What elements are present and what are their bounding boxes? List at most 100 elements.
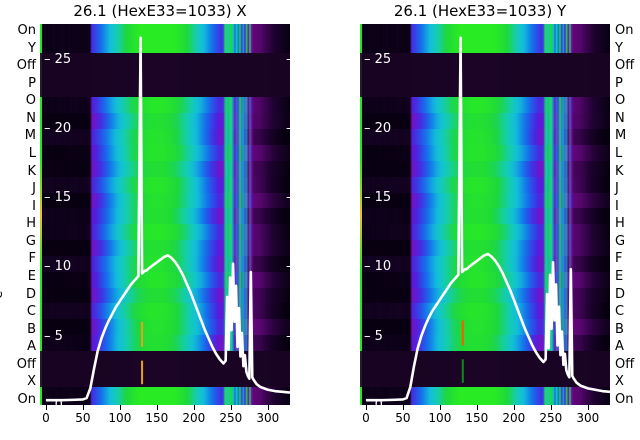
inner-ytick-label: – 15 [364, 191, 391, 204]
category-label: A [27, 340, 36, 353]
category-label: K [615, 165, 624, 178]
category-label: D [615, 288, 625, 301]
inner-ytick-label: – 20 [286, 122, 314, 135]
category-label: G [26, 235, 36, 248]
inner-ytick-label: – 5 [364, 330, 383, 343]
x-axis-tick-label: 0 [42, 412, 50, 424]
category-label: N [26, 112, 36, 125]
x-axis-tick-label: 150 [145, 412, 168, 424]
category-label: F [29, 252, 36, 265]
trace-line [46, 38, 290, 400]
panel-y-right-category-axis: On Y Off P O N M L K J I H G F E D C B A Off X On [612, 24, 640, 405]
x-axis-tick [268, 405, 269, 410]
x-axis-tick-label: 200 [182, 412, 205, 424]
category-label: A [615, 340, 624, 353]
category-label: I [32, 200, 36, 213]
figure-root: Dipole 26.1 (HexE33=1033) X OnYOffPONMLK… [0, 0, 640, 440]
category-label: L [615, 147, 622, 160]
inner-ytick-label: – 5 [44, 330, 63, 343]
category-label: Y [28, 42, 36, 55]
category-label: D [26, 288, 36, 301]
x-axis-tick [366, 405, 367, 410]
x-axis-tick [477, 405, 478, 410]
x-axis-tick-label: 250 [539, 412, 562, 424]
x-axis-tick [588, 405, 589, 410]
x-axis-tick [83, 405, 84, 410]
x-axis-tick-label: 300 [256, 412, 279, 424]
x-axis-tick [120, 405, 121, 410]
x-axis-tick [46, 405, 47, 410]
x-axis-tick [440, 405, 441, 410]
category-label: On [615, 24, 633, 37]
category-label: On [615, 393, 633, 406]
category-label: O [615, 94, 625, 107]
x-axis-tick-label: 200 [502, 412, 525, 424]
x-axis-tick [231, 405, 232, 410]
x-axis-tick-label: 100 [108, 412, 131, 424]
inner-ytick-label: – 25 [364, 53, 391, 66]
inner-ytick-label: – 0 [286, 399, 314, 412]
inner-ytick-label: – 10 [286, 260, 314, 273]
inner-ytick-label: – 5 [286, 330, 314, 343]
panel-x-trace [40, 24, 290, 405]
category-label: H [615, 217, 625, 230]
panel-y-title: 26.1 (HexE33=1033) Y [320, 2, 640, 20]
category-label: Off [615, 59, 634, 72]
inner-ytick-label: – 20 [364, 122, 391, 135]
category-label: J [32, 182, 36, 195]
x-axis-tick [157, 405, 158, 410]
category-label: Off [615, 358, 634, 371]
category-label: E [28, 270, 36, 283]
panel-y: 26.1 (HexE33=1033) Y On Y Off P O N M L K J I H G F E D… [320, 0, 640, 440]
panel-y-trace [360, 24, 610, 405]
category-label: M [25, 129, 36, 142]
category-label: X [27, 375, 36, 388]
panel-y-plot-area [360, 24, 610, 405]
category-label: B [615, 323, 624, 336]
category-label: I [615, 200, 619, 213]
x-axis-tick-label: 0 [362, 412, 370, 424]
x-axis-tick-label: 300 [576, 412, 599, 424]
x-axis-tick [551, 405, 552, 410]
trace-line [366, 38, 610, 400]
inner-ytick-label: – 10 [364, 260, 391, 273]
inner-ytick-label: – 25 [286, 53, 314, 66]
category-label: N [615, 112, 625, 125]
category-label: P [28, 77, 36, 90]
x-axis-tick-label: 50 [75, 412, 90, 424]
category-label: E [615, 270, 623, 283]
panel-y-x-axis: 0 50 100 150 200 250 300 [360, 405, 610, 435]
inner-ytick-label: – 25 [44, 53, 71, 66]
category-label: P [615, 77, 623, 90]
inner-ytick-label: – 10 [44, 260, 71, 273]
category-label: C [615, 305, 624, 318]
category-label: On [18, 24, 36, 37]
category-label: H [26, 217, 36, 230]
category-label: Off [17, 358, 36, 371]
x-axis-tick-label: 50 [395, 412, 410, 424]
x-axis-tick [194, 405, 195, 410]
x-axis-tick-label: 150 [465, 412, 488, 424]
x-axis-tick [403, 405, 404, 410]
x-axis-tick-label: 100 [428, 412, 451, 424]
panel-x-title: 26.1 (HexE33=1033) X [0, 2, 320, 20]
inner-ytick-label: – 20 [44, 122, 71, 135]
panel-x-left-category-axis: On Y Off P O N M L K J I H G F E D C B A Off X On [0, 24, 38, 405]
x-axis-tick-label: 250 [219, 412, 242, 424]
category-label: Y [615, 42, 623, 55]
category-label: O [26, 94, 36, 107]
category-label: On [18, 393, 36, 406]
category-label: M [615, 129, 626, 142]
category-label: K [27, 165, 36, 178]
category-label: G [615, 235, 625, 248]
panel-x: 26.1 (HexE33=1033) X On Y Off P O N M L K J I H G F E D… [0, 0, 320, 440]
category-label: L [29, 147, 36, 160]
panel-x-plot-area [40, 24, 290, 405]
category-label: B [27, 323, 36, 336]
category-label: Off [17, 59, 36, 72]
panel-x-x-axis: 0 50 100 150 200 250 300 [40, 405, 290, 435]
category-label: X [615, 375, 624, 388]
inner-ytick-label: – 15 [44, 191, 71, 204]
inner-ytick-label: – 15 [286, 191, 314, 204]
x-axis-tick [514, 405, 515, 410]
